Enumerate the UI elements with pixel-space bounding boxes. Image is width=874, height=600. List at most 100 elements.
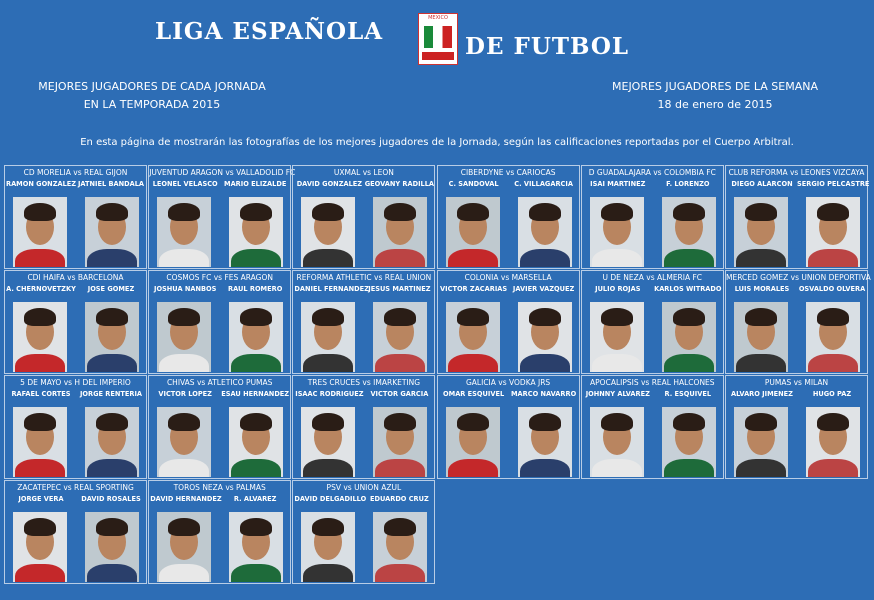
photo-hair — [168, 308, 201, 326]
match-cell: U DE NEZA vs ALMERIA FC JULIO ROJAS KARLOS… — [580, 270, 724, 374]
photo-hair — [817, 413, 849, 431]
match-title: U DE NEZA vs ALMERIA FC — [602, 273, 703, 282]
player-photo — [373, 302, 428, 372]
match-title: COSMOS FC vs FES ARAGON — [166, 273, 274, 282]
player-photo — [13, 407, 67, 477]
photo-shirt — [447, 249, 498, 267]
photo-shirt — [375, 564, 426, 582]
match-cell: UXMAL vs LEON DAVID GONZALEZ GEOVANY RADIL… — [292, 165, 436, 269]
player-photo — [13, 512, 67, 582]
photo-hair — [817, 308, 849, 326]
photo-hair — [817, 203, 849, 221]
match-cell: CHIVAS vs ATLETICO PUMAS VICTOR LOPEZ ESAU… — [148, 375, 292, 479]
photo-shirt — [231, 564, 282, 582]
player-photo — [806, 302, 860, 372]
player-photo — [85, 197, 139, 267]
photo-hair — [240, 413, 273, 431]
player-name: C. SANDOVAL — [448, 180, 499, 188]
site-title-left: LIGA ESPAÑOLA — [155, 18, 384, 45]
photo-shirt — [15, 249, 65, 267]
photo-hair — [528, 308, 561, 326]
match-title: CLUB REFORMA vs LEONES VIZCAYA — [728, 168, 865, 177]
player-name: DAVID ROSALES — [81, 495, 141, 503]
photo-shirt — [15, 459, 65, 477]
player-photo — [13, 302, 67, 372]
photo-shirt — [375, 354, 426, 372]
match-title: TOROS NEZA vs PALMAS — [173, 483, 266, 492]
match-title: GALICIA vs VODKA JRS — [465, 378, 551, 387]
player-name: ISAAC RODRIGUEZ — [295, 390, 364, 398]
player-photo — [229, 407, 284, 477]
photo-shirt — [303, 354, 354, 372]
match-title: COLONIA vs MARSELLA — [464, 273, 552, 282]
photo-shirt — [159, 249, 210, 267]
match-cell: GALICIA vs VODKA JRS OMAR ESQUIVEL MARCO N… — [436, 375, 580, 479]
photo-shirt — [591, 354, 642, 372]
player-photo — [373, 512, 428, 582]
left-heading: EN LA TEMPORADA 2015 — [83, 98, 221, 111]
photo-shirt — [15, 354, 65, 372]
match-title: TRES CRUCES vs IMARKETING — [307, 378, 421, 387]
match-cell: TOROS NEZA vs PALMAS DAVID HERNANDEZ R. AL… — [148, 480, 292, 584]
right-heading: 18 de enero de 2015 — [657, 98, 773, 111]
player-name: GEOVANY RADILLA — [364, 180, 435, 188]
photo-shirt — [15, 564, 65, 582]
player-name: ALVARO JIMENEZ — [731, 390, 793, 398]
match-title: JUVENTUD ARAGON vs VALLADOLID FC — [149, 168, 296, 177]
photo-hair — [24, 308, 56, 326]
photo-shirt — [231, 249, 282, 267]
player-name: JORGE RENTERIA — [79, 390, 143, 398]
player-name: MARIO ELIZALDE — [224, 180, 287, 188]
player-photo — [229, 512, 284, 582]
photo-shirt — [159, 564, 210, 582]
match-title: CHIVAS vs ATLETICO PUMAS — [166, 378, 273, 387]
player-photo — [373, 407, 428, 477]
player-name: ESAU HERNANDEZ — [221, 390, 290, 398]
player-photo — [301, 512, 356, 582]
photo-shirt — [519, 459, 570, 477]
player-name: OSVALDO OLVERA — [798, 285, 866, 293]
photo-hair — [384, 308, 417, 326]
photo-hair — [745, 203, 777, 221]
match-cell: COSMOS FC vs FES ARAGON JOSHUA NANBOS RAUL… — [148, 270, 292, 374]
player-photo — [229, 197, 284, 267]
player-name: C. VILLAGARCIA — [514, 180, 573, 188]
match-title: CDI HAIFA vs BARCELONA — [27, 273, 124, 282]
photo-hair — [24, 203, 56, 221]
match-cell: TRES CRUCES vs IMARKETING ISAAC RODRIGUEZ… — [292, 375, 436, 479]
photo-shirt — [303, 249, 354, 267]
match-cell: CLUB REFORMA vs LEONES VIZCAYA DIEGO ALAR… — [725, 165, 869, 269]
player-photo — [157, 302, 212, 372]
player-name: JOSE GOMEZ — [87, 285, 135, 293]
player-name: MARCO NAVARRO — [511, 390, 577, 398]
match-title: CIBERDYNE vs CARIOCAS — [460, 168, 556, 177]
photo-hair — [384, 203, 417, 221]
player-photo — [157, 197, 212, 267]
player-name: DAVID HERNANDEZ — [150, 495, 222, 503]
player-name: VICTOR LOPEZ — [158, 390, 212, 398]
match-cell: PSV vs UNION AZUL DAVID DELGADILLO EDUARDO… — [292, 480, 436, 584]
photo-shirt — [736, 459, 786, 477]
photo-hair — [96, 413, 128, 431]
player-name: F. LORENZO — [666, 180, 710, 188]
photo-shirt — [159, 459, 210, 477]
match-cell: ZACATEPEC vs REAL SPORTING JORGE VERA DAVI… — [4, 480, 147, 584]
photo-hair — [384, 413, 417, 431]
player-photo — [589, 302, 644, 372]
player-photo — [806, 197, 860, 267]
player-name: OMAR ESQUIVEL — [443, 390, 505, 398]
left-heading: MEJORES JUGADORES DE CADA JORNADA — [38, 80, 266, 93]
photo-hair — [168, 413, 201, 431]
photo-hair — [456, 203, 489, 221]
photo-hair — [528, 203, 561, 221]
match-cell: CDI HAIFA vs BARCELONA A. CHERNOVETZKY JOS… — [4, 270, 147, 374]
photo-hair — [312, 518, 345, 536]
intro: En esta página de mostrarán las fotograf… — [80, 137, 794, 148]
player-name: JAVIER VAZQUEZ — [512, 285, 575, 293]
photo-shirt — [736, 354, 786, 372]
match-cell: JUVENTUD ARAGON vs VALLADOLID FC LEONEL V… — [148, 165, 296, 269]
player-name: HUGO PAZ — [812, 390, 852, 398]
photo-shirt — [87, 459, 137, 477]
match-title: CD MORELIA vs REAL GIJON — [23, 168, 128, 177]
